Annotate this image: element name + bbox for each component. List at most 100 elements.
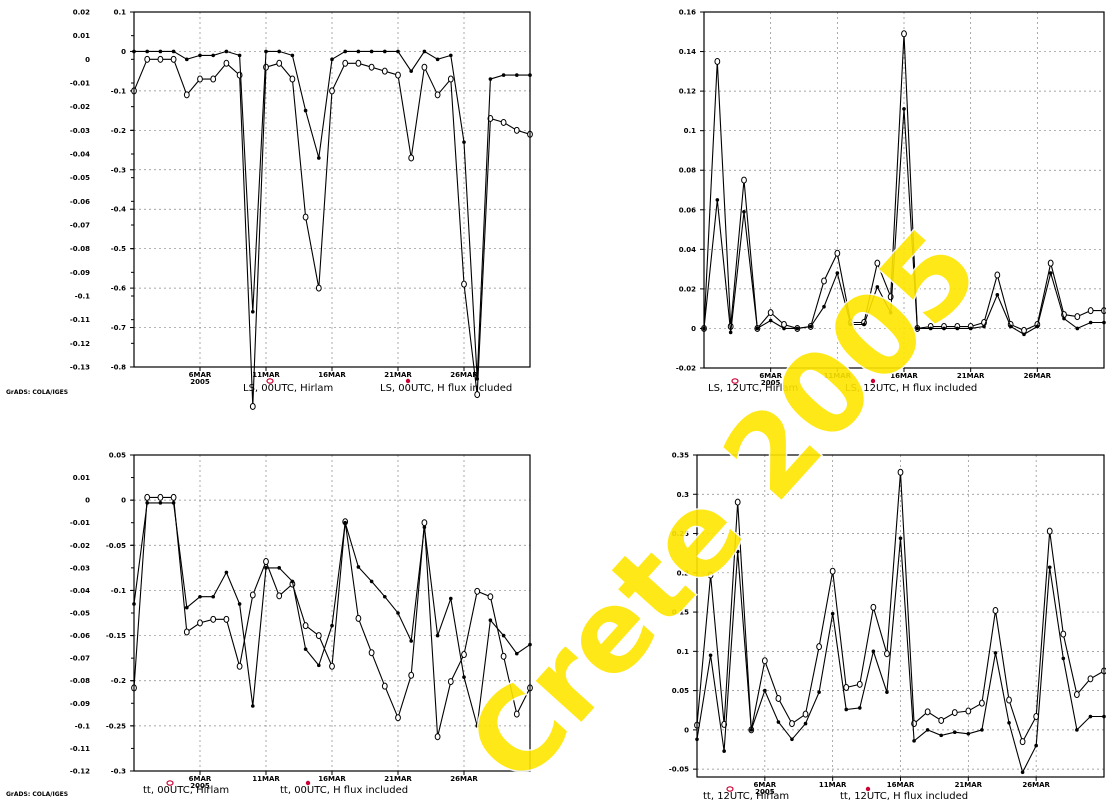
data-point-filled — [383, 594, 387, 599]
legend-label: LS, 12UTC, Hirlam — [708, 383, 798, 394]
data-point-open — [381, 67, 388, 75]
y-right-tick-label: -0.09 — [70, 700, 90, 708]
data-point-filled — [422, 49, 427, 54]
x-tick-label: 21MAR — [955, 781, 983, 789]
data-point-filled — [1034, 743, 1038, 748]
data-point-filled — [356, 49, 361, 54]
data-point-filled — [435, 57, 440, 62]
data-point-open — [901, 30, 907, 38]
data-point-open — [223, 615, 230, 623]
legend-marker-filled-icon — [305, 780, 311, 786]
data-point-open — [761, 657, 768, 665]
data-point-open — [408, 154, 415, 162]
data-point-filled — [501, 73, 506, 77]
y-left-tick-label: 0.1 — [677, 648, 690, 656]
data-point-filled — [317, 156, 321, 160]
legend: LS, 12UTC, Hirlam LS, 12UTC, H flux inclu… — [708, 378, 977, 394]
data-point-open — [994, 271, 1001, 279]
y-left-tick-label: 0.3 — [677, 491, 690, 499]
data-point-filled — [966, 732, 971, 736]
data-point-filled — [211, 594, 215, 599]
data-point-open — [434, 91, 441, 99]
data-point-filled — [158, 501, 163, 505]
data-point-filled — [915, 326, 920, 331]
y-left-tick-label: -0.05 — [106, 542, 126, 550]
data-point-open — [856, 680, 863, 688]
data-point-open — [236, 662, 243, 670]
data-point-open — [1019, 738, 1026, 746]
y-left-tick-label: -0.1 — [111, 87, 126, 95]
y-left-tick-label: -0.1 — [111, 587, 126, 595]
legend-marker-filled-icon — [870, 378, 876, 384]
chart-panels: 0.1 0 -0.1 -0.2 -0.3 -0.4 -0.5 -0.6 -0.7 -0.8 0.02… — [70, 9, 1106, 802]
data-point-open — [829, 567, 836, 575]
data-point-open — [992, 607, 999, 615]
credit-text-bottom: GrADS: COLA/IGES — [6, 791, 68, 798]
data-point-filled — [171, 49, 176, 54]
data-point-filled — [475, 724, 480, 728]
data-point-filled — [925, 728, 930, 732]
data-point-open — [834, 249, 841, 257]
y-left-tick-label: -0.05 — [669, 766, 689, 774]
data-point-open — [979, 699, 985, 707]
data-point-open — [342, 59, 349, 67]
data-point-open — [767, 309, 774, 317]
x-tick-label: 16MAR — [318, 775, 346, 783]
y-left-tick-label: 0.02 — [679, 285, 696, 293]
x-year-label: 2005 — [190, 782, 210, 790]
data-point-filled — [343, 520, 348, 525]
y-right-tick-label: -0.04 — [70, 151, 90, 159]
data-point-open — [368, 649, 375, 657]
data-point-filled — [817, 690, 821, 694]
y-right-tick-label: -0.06 — [70, 632, 90, 640]
credit-text-top: GrADS: COLA/IGES — [6, 389, 68, 396]
data-point-open — [249, 591, 256, 599]
data-point-filled — [264, 49, 268, 54]
y-right-tick-label: -0.1 — [75, 722, 90, 730]
data-point-open — [447, 75, 454, 83]
data-point-filled — [735, 549, 740, 554]
y-right-tick-label: -0.06 — [70, 198, 90, 206]
data-point-filled — [198, 594, 202, 599]
data-point-open — [500, 118, 507, 126]
y-right-tick-label: -0.07 — [70, 655, 90, 663]
y-right-tick-label: 0.01 — [73, 474, 90, 482]
data-point-filled — [858, 706, 862, 710]
y-left-tick-label: 0.05 — [672, 687, 689, 695]
legend: tt, 00UTC, Hirlam tt, 00UTC, H flux inclu… — [143, 780, 408, 796]
data-point-filled — [251, 704, 255, 708]
data-point-filled — [290, 579, 295, 584]
y-right-tick-label: -0.09 — [70, 269, 90, 277]
data-point-filled — [722, 749, 726, 753]
data-point-filled — [462, 675, 466, 679]
data-point-filled — [171, 501, 176, 505]
data-point-open — [157, 55, 164, 63]
data-point-filled — [317, 663, 321, 668]
y-left-tick-label: 0 — [691, 325, 696, 333]
data-point-filled — [1075, 326, 1080, 331]
data-point-filled — [942, 326, 946, 331]
data-point-filled — [185, 57, 189, 62]
data-point-filled — [763, 688, 767, 693]
data-point-filled — [356, 565, 361, 569]
legend-marker-open-icon — [266, 378, 274, 384]
legend-marker-open-icon — [166, 780, 174, 786]
y-right-tick-label: 0.02 — [73, 9, 90, 17]
data-point-open — [474, 587, 481, 595]
data-point-filled — [303, 647, 308, 651]
data-point-filled — [277, 566, 282, 570]
legend: LS, 00UTC, Hirlam LS, 00UTC, H flux inclu… — [243, 378, 512, 394]
data-point-filled — [982, 324, 986, 329]
series-1 — [131, 493, 533, 741]
series-2 — [132, 49, 532, 381]
data-point-open — [183, 91, 190, 99]
x-tick-label: 11MAR — [252, 371, 280, 379]
data-point-filled — [224, 570, 229, 575]
data-point-filled — [264, 566, 268, 570]
data-point-filled — [1048, 271, 1053, 275]
data-point-open — [781, 320, 787, 328]
data-point-filled — [830, 611, 835, 616]
data-point-open — [170, 493, 177, 501]
data-point-filled — [449, 596, 453, 601]
